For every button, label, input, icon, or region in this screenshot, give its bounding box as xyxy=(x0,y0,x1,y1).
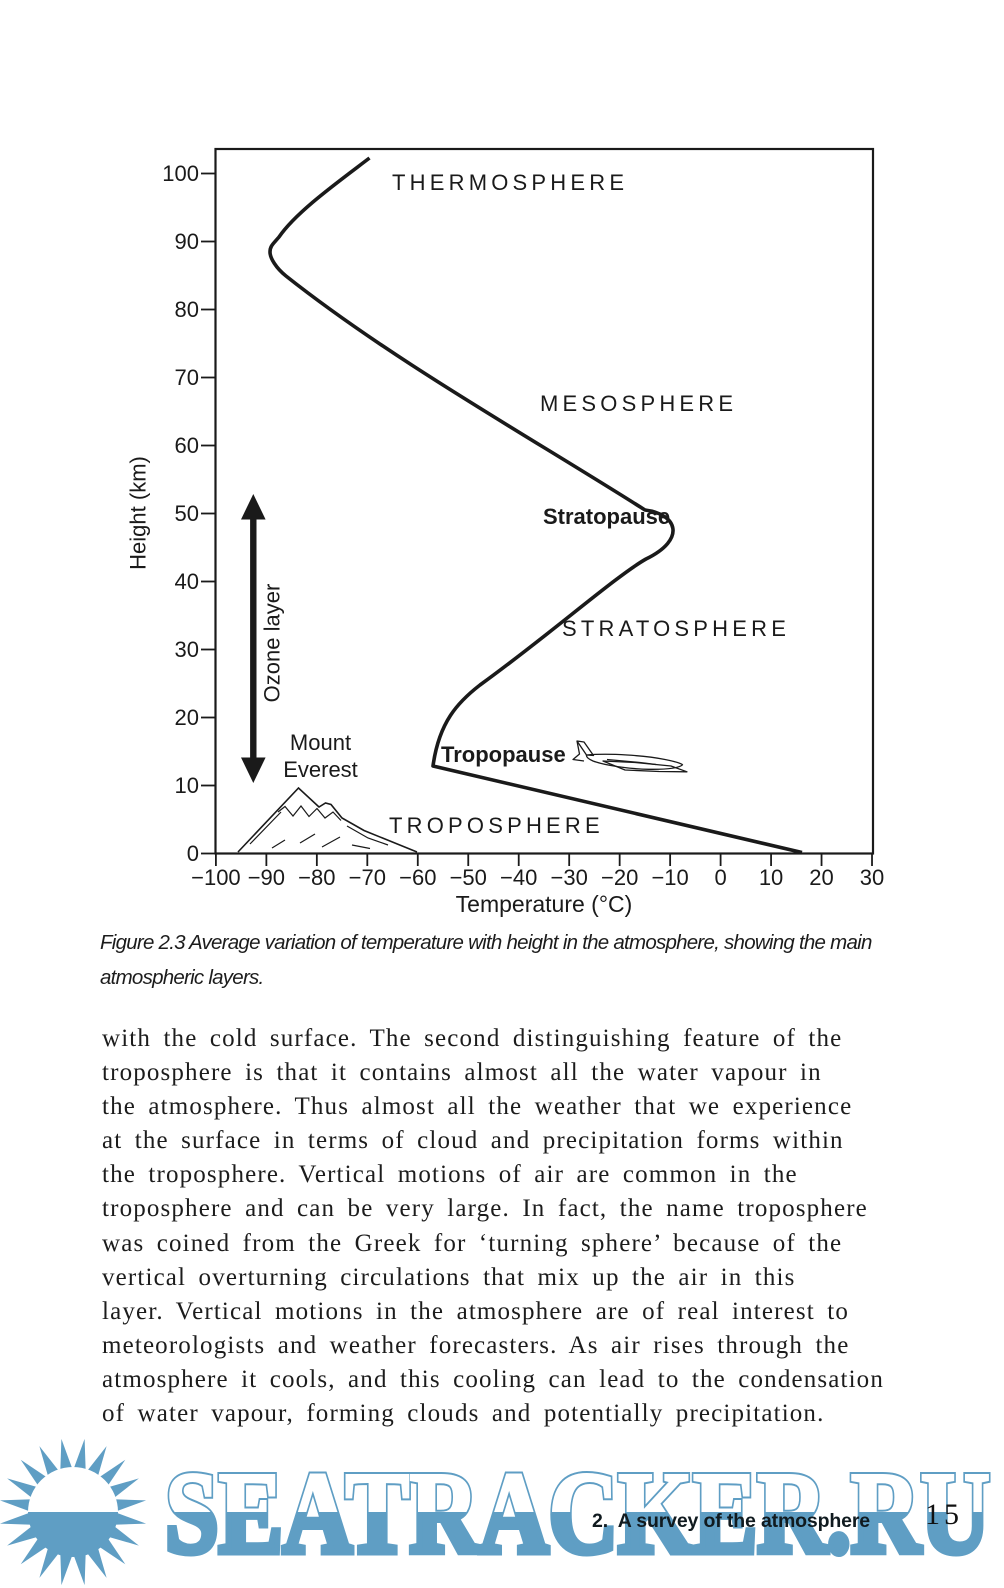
svg-text:Tropopause: Tropopause xyxy=(441,742,566,767)
svg-text:40: 40 xyxy=(175,569,199,594)
svg-text:10: 10 xyxy=(175,773,199,798)
svg-text:Stratopause: Stratopause xyxy=(543,504,670,529)
svg-text:30: 30 xyxy=(175,637,199,662)
svg-text:0: 0 xyxy=(714,865,726,890)
svg-text:SEATRACKER.RU: SEATRACKER.RU xyxy=(165,1449,990,1578)
svg-text:100: 100 xyxy=(162,161,199,186)
svg-text:−30: −30 xyxy=(551,865,588,890)
svg-text:−50: −50 xyxy=(450,865,487,890)
svg-text:MESOSPHERE: MESOSPHERE xyxy=(540,391,737,416)
svg-text:−90: −90 xyxy=(248,865,285,890)
svg-text:0: 0 xyxy=(187,841,199,866)
svg-text:−10: −10 xyxy=(651,865,688,890)
svg-text:−60: −60 xyxy=(399,865,436,890)
svg-text:Mount: Mount xyxy=(290,730,351,755)
svg-text:Ozone layer: Ozone layer xyxy=(260,584,285,703)
svg-text:−20: −20 xyxy=(601,865,638,890)
svg-text:30: 30 xyxy=(860,865,884,890)
svg-text:−70: −70 xyxy=(349,865,386,890)
svg-text:70: 70 xyxy=(175,365,199,390)
svg-text:−40: −40 xyxy=(500,865,537,890)
svg-text:SEATRACKER.RU: SEATRACKER.RU xyxy=(165,1449,990,1578)
svg-text:TROPOSPHERE: TROPOSPHERE xyxy=(389,813,604,838)
svg-text:10: 10 xyxy=(759,865,783,890)
svg-text:20: 20 xyxy=(809,865,833,890)
svg-text:90: 90 xyxy=(175,229,199,254)
svg-text:Everest: Everest xyxy=(283,757,358,782)
svg-text:Height (km): Height (km) xyxy=(126,456,151,570)
svg-text:SEATRACKER.RU: SEATRACKER.RU xyxy=(165,1449,990,1578)
svg-text:THERMOSPHERE: THERMOSPHERE xyxy=(392,170,628,195)
svg-text:STRATOSPHERE: STRATOSPHERE xyxy=(562,616,790,641)
svg-text:20: 20 xyxy=(175,705,199,730)
svg-text:−80: −80 xyxy=(298,865,335,890)
svg-text:60: 60 xyxy=(175,433,199,458)
svg-text:50: 50 xyxy=(175,501,199,526)
svg-text:80: 80 xyxy=(175,297,199,322)
svg-text:−100: −100 xyxy=(191,865,241,890)
svg-text:Temperature (°C): Temperature (°C) xyxy=(456,891,633,917)
